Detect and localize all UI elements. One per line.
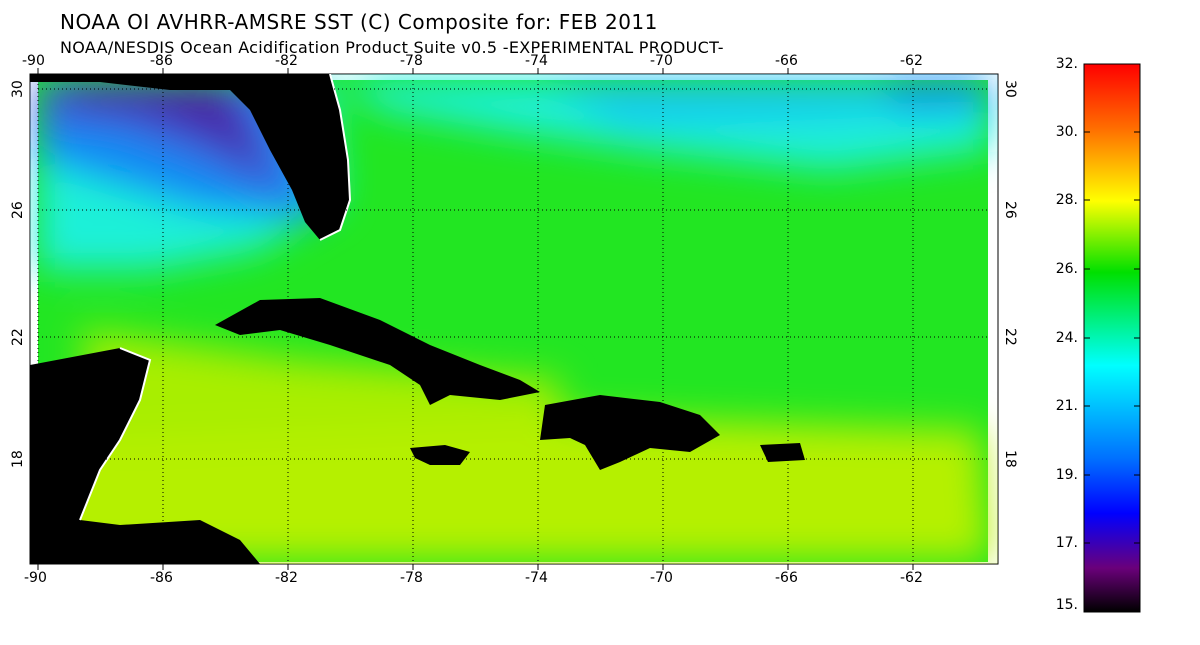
colorbar-ticks [1084,63,1140,613]
map-title: NOAA OI AVHRR-AMSRE SST (C) Composite fo… [60,10,658,34]
colorbar-label: 17. [1055,535,1078,551]
colorbar-label: 30. [1055,124,1078,140]
lat-tick-left: 18 [10,450,26,468]
lat-tick-right: 30 [1002,80,1018,98]
lon-tick-bottom: -70 [650,570,673,586]
lon-tick-top: -62 [900,53,923,69]
colorbar-label: 28. [1055,192,1078,208]
colorbar-label: 32. [1055,56,1078,72]
lat-tick-left: 26 [10,201,26,219]
lon-tick-top: -74 [525,53,548,69]
lon-tick-bottom: -74 [525,570,548,586]
lat-tick-left: 30 [10,80,26,98]
lon-tick-bottom: -62 [900,570,923,586]
lon-tick-bottom: -78 [400,570,423,586]
lon-tick-top: -86 [150,53,173,69]
colorbar-label: 24. [1055,330,1078,346]
colorbar-label: 26. [1055,261,1078,277]
lon-tick-top: -66 [775,53,798,69]
lon-tick-top: -78 [400,53,423,69]
lon-tick-top: -70 [650,53,673,69]
lon-tick-bottom: -66 [775,570,798,586]
lat-tick-left: 22 [10,328,26,346]
lon-tick-bottom: -86 [150,570,173,586]
tick-marks [37,68,914,570]
lat-tick-right: 18 [1002,450,1018,468]
land [30,74,805,564]
lon-tick-top: -90 [22,53,45,69]
lat-tick-right: 22 [1002,328,1018,346]
map-subtitle: NOAA/NESDIS Ocean Acidification Product … [60,38,724,57]
lat-tick-right: 26 [1002,201,1018,219]
grid-lines [37,80,988,562]
sst-field [30,74,990,564]
colorbar [1083,63,1141,613]
lon-tick-bottom: -82 [275,570,298,586]
lon-tick-top: -82 [275,53,298,69]
colorbar-label: 21. [1055,398,1078,414]
colorbar-label: 15. [1055,597,1078,613]
lon-tick-bottom: -90 [24,570,47,586]
colorbar-label: 19. [1055,467,1078,483]
